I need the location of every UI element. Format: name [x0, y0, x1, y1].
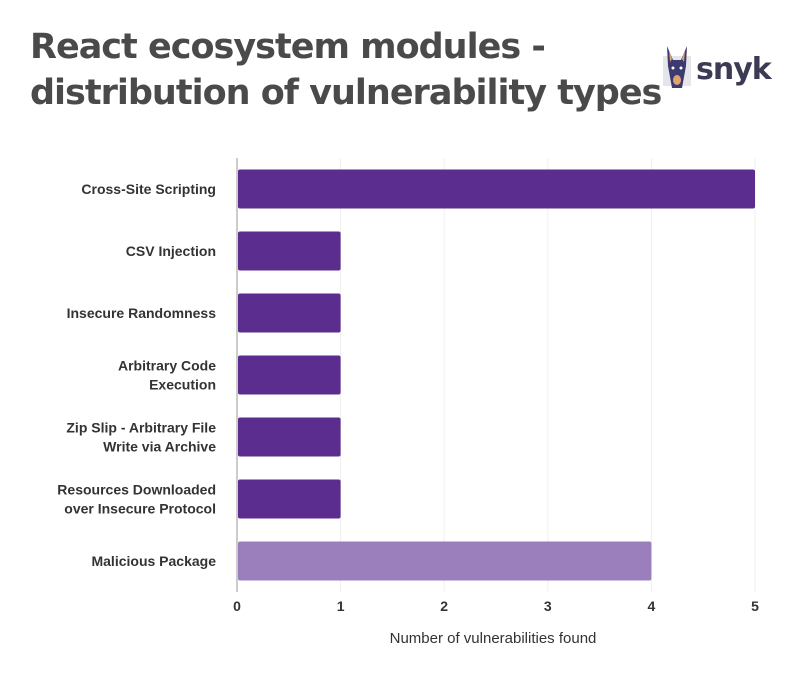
- category-label-line: Arbitrary Code: [118, 358, 216, 374]
- x-tick-label: 1: [337, 598, 345, 614]
- category-label-line: CSV Injection: [126, 243, 216, 259]
- title-line-1: React ecosystem modules -: [30, 27, 546, 67]
- x-tick-label: 0: [233, 598, 241, 614]
- category-label-line: Insecure Randomness: [67, 305, 217, 321]
- category-label-line: over Insecure Protocol: [64, 501, 216, 517]
- y-category-label: Zip Slip - Arbitrary File Write via Archi…: [66, 420, 216, 455]
- category-label-line: Resources Downloaded: [57, 482, 216, 498]
- bar: [238, 231, 341, 271]
- y-category-label: CSV Injection: [126, 243, 216, 259]
- category-label-line: Write via Archive: [103, 439, 216, 455]
- category-label-line: Execution: [149, 377, 216, 393]
- category-label-line: Malicious Package: [91, 553, 216, 569]
- chart-title: React ecosystem modules - distribution o…: [30, 24, 662, 116]
- bar: [238, 479, 341, 519]
- y-category-label: Insecure Randomness: [67, 305, 217, 321]
- doberman-icon: [663, 46, 691, 88]
- bar: [238, 169, 755, 209]
- bar: [238, 417, 341, 457]
- y-category-label: Arbitrary Code Execution: [118, 358, 216, 393]
- snyk-logo: snyk: [662, 44, 772, 94]
- y-category-label: Resources Downloaded over Insecure Protoc…: [57, 482, 216, 517]
- x-tick-label: 5: [751, 598, 759, 614]
- y-category-label: Cross-Site Scripting: [81, 181, 216, 197]
- bar: [238, 541, 652, 581]
- x-tick-label: 4: [648, 598, 656, 614]
- category-label-line: Zip Slip - Arbitrary File: [66, 420, 216, 436]
- y-category-label: Malicious Package: [91, 553, 216, 569]
- bar: [238, 355, 341, 395]
- bar: [238, 293, 341, 333]
- x-tick-label: 2: [440, 598, 448, 614]
- x-tick-label: 3: [544, 598, 552, 614]
- category-label-line: Cross-Site Scripting: [81, 181, 216, 197]
- title-line-2: distribution of vulnerability types: [30, 73, 662, 113]
- x-axis-label: Number of vulnerabilities found: [390, 630, 597, 647]
- logo-text: snyk: [696, 51, 772, 87]
